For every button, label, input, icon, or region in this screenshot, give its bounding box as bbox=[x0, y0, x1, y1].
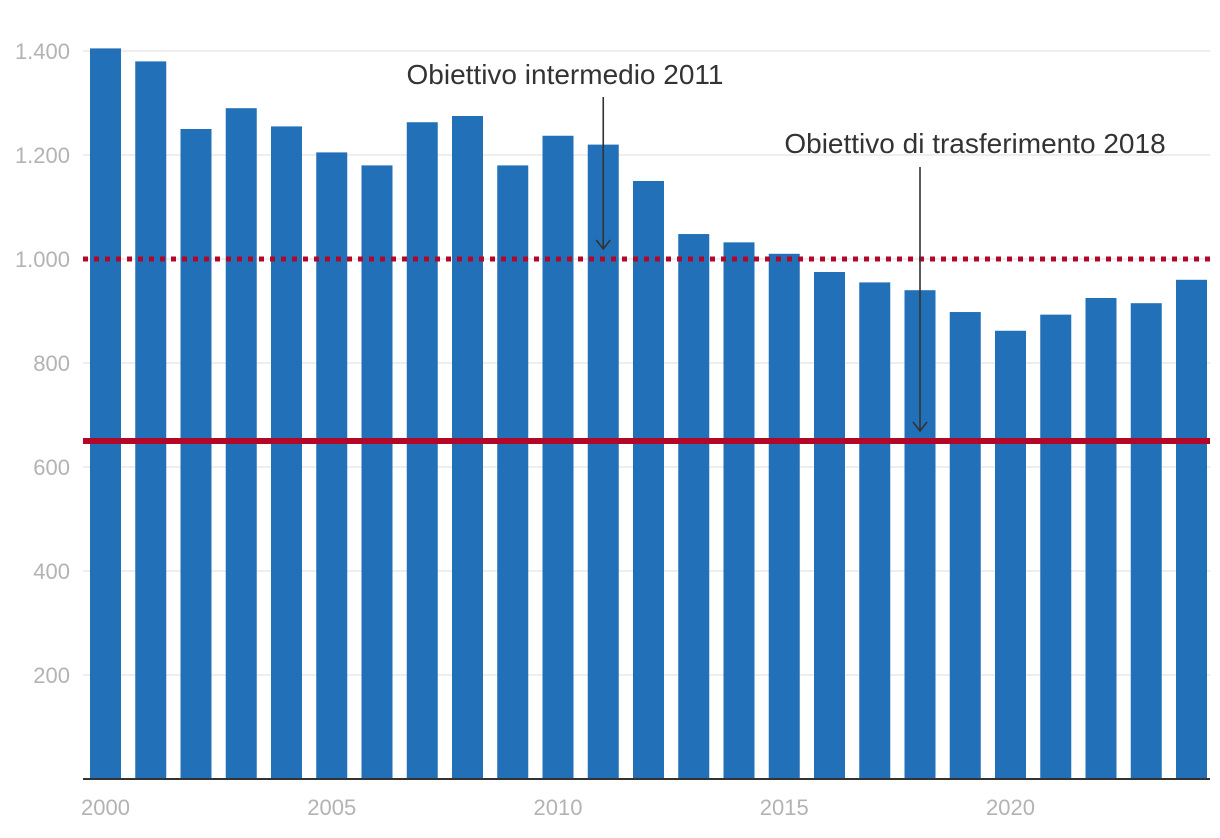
bar bbox=[135, 61, 167, 779]
bar bbox=[316, 152, 348, 779]
bar bbox=[1085, 298, 1117, 779]
bar bbox=[542, 135, 574, 779]
bar bbox=[90, 48, 121, 779]
bar bbox=[723, 242, 755, 780]
y-tick-label: 1.200 bbox=[15, 143, 70, 168]
bar bbox=[1176, 279, 1207, 779]
bar bbox=[180, 129, 212, 779]
bar bbox=[859, 282, 891, 779]
bar bbox=[406, 122, 438, 780]
annotation-label: Obiettivo intermedio 2011 bbox=[407, 59, 724, 90]
y-tick-label: 800 bbox=[33, 351, 70, 376]
bar bbox=[361, 165, 393, 779]
bar bbox=[633, 181, 664, 779]
bar bbox=[995, 330, 1026, 779]
annotations: Obiettivo intermedio 2011 Obiettivo di tr… bbox=[407, 59, 1166, 433]
y-tick-label: 600 bbox=[33, 455, 70, 480]
x-tick-label: 2015 bbox=[760, 795, 809, 820]
annotation-label: Obiettivo di trasferimento 2018 bbox=[784, 128, 1165, 159]
x-tick-label: 2020 bbox=[986, 795, 1035, 820]
x-tick-label: 2005 bbox=[307, 795, 356, 820]
bars bbox=[90, 48, 1207, 780]
bar bbox=[497, 165, 529, 779]
reference-lines bbox=[83, 256, 1210, 444]
bar bbox=[768, 253, 800, 780]
y-tick-labels: 200 400 600 800 1.000 1.200 1.400 bbox=[15, 39, 70, 688]
x-tick-labels: 2000 2005 2010 2015 2020 bbox=[81, 795, 1035, 820]
bar bbox=[1130, 303, 1162, 779]
x-tick-label: 2010 bbox=[534, 795, 583, 820]
y-tick-label: 1.400 bbox=[15, 39, 70, 64]
arrow-head-icon bbox=[912, 421, 928, 433]
bar bbox=[452, 116, 483, 779]
y-tick-label: 400 bbox=[33, 559, 70, 584]
y-tick-label: 200 bbox=[33, 663, 70, 688]
arrow-head-icon bbox=[595, 239, 611, 251]
bar bbox=[1040, 314, 1072, 779]
bar bbox=[271, 126, 302, 779]
bar bbox=[814, 272, 845, 779]
x-tick-label: 2000 bbox=[81, 795, 130, 820]
bar bbox=[949, 312, 981, 779]
bar bbox=[587, 144, 619, 780]
y-tick-label: 1.000 bbox=[15, 247, 70, 272]
bar bbox=[678, 234, 710, 780]
